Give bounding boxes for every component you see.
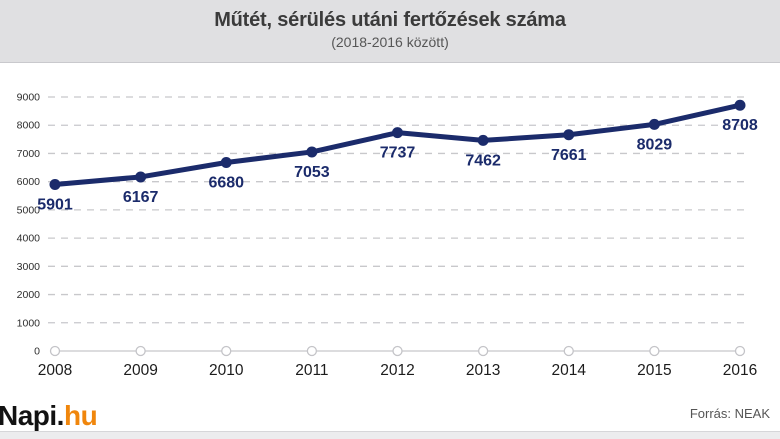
x-tick-label: 2010 [209, 362, 244, 379]
axis-marker-circle [563, 345, 574, 357]
y-tick-label: 8000 [17, 120, 41, 132]
x-tick-label: 2013 [466, 362, 500, 379]
x-tick-label: 2016 [723, 362, 757, 379]
data-label: 8708 [722, 117, 758, 134]
data-point [563, 129, 575, 141]
napi-hu-logo: Napi.hu [0, 400, 98, 431]
data-point [49, 178, 61, 190]
y-tick-label: 1000 [17, 317, 41, 329]
x-tick-label: 2008 [38, 362, 72, 379]
x-tick-label: 2014 [552, 362, 587, 379]
data-label: 7661 [551, 147, 587, 164]
axis-marker-circle [49, 345, 61, 357]
y-tick-label: 4000 [17, 233, 41, 245]
y-tick-label: 9000 [17, 92, 41, 104]
data-label: 5901 [37, 196, 73, 213]
chart-header: Műtét, sérülés utáni fertőzések száma (2… [0, 0, 780, 63]
x-tick-label: 2015 [637, 362, 671, 379]
data-point [477, 134, 489, 146]
logo-text-black: Napi. [0, 400, 64, 431]
source-label: Forrás: NEAK [689, 406, 770, 421]
axis-marker-circle [306, 345, 318, 357]
y-tick-label: 2000 [17, 289, 41, 301]
y-tick-label: 5000 [17, 204, 41, 216]
data-label: 6680 [208, 174, 244, 191]
axis-marker-circle [649, 345, 660, 357]
data-label: 7737 [380, 145, 416, 162]
y-tick-label: 3000 [17, 261, 41, 273]
data-point [306, 146, 318, 158]
y-tick-label: 6000 [17, 176, 41, 188]
axis-marker-circle [221, 345, 232, 357]
line-chart: 0 1000 2000 3000 4000 5000 6000 7000 8000 9000 200… [0, 85, 780, 395]
data-point [135, 171, 147, 183]
chart-canvas: 0 1000 2000 3000 4000 5000 6000 7000 8000 9000 200… [17, 92, 758, 380]
chart-subtitle: (2018-2016 között) [331, 34, 449, 50]
data-label: 7462 [465, 152, 501, 169]
x-tick-label: 2009 [123, 362, 157, 379]
data-point [220, 156, 232, 168]
y-tick-label: 0 [34, 346, 40, 358]
chart-title: Műtét, sérülés utáni fertőzések száma [214, 9, 566, 31]
data-point [648, 118, 660, 130]
data-label: 8029 [637, 136, 673, 153]
logo-text-orange: hu [63, 400, 98, 431]
x-tick-label: 2011 [295, 362, 328, 379]
axis-marker-circle [135, 345, 146, 357]
axis-marker-circle [734, 345, 746, 357]
axis-marker-circle [392, 345, 403, 357]
y-tick-label: 7000 [17, 148, 41, 160]
axis-marker-circle [477, 345, 489, 357]
data-label: 6167 [123, 189, 159, 206]
data-point [392, 127, 403, 139]
bottom-strip [0, 431, 780, 439]
data-label: 7053 [294, 164, 330, 181]
x-tick-label: 2012 [380, 362, 414, 379]
data-point [734, 99, 746, 111]
